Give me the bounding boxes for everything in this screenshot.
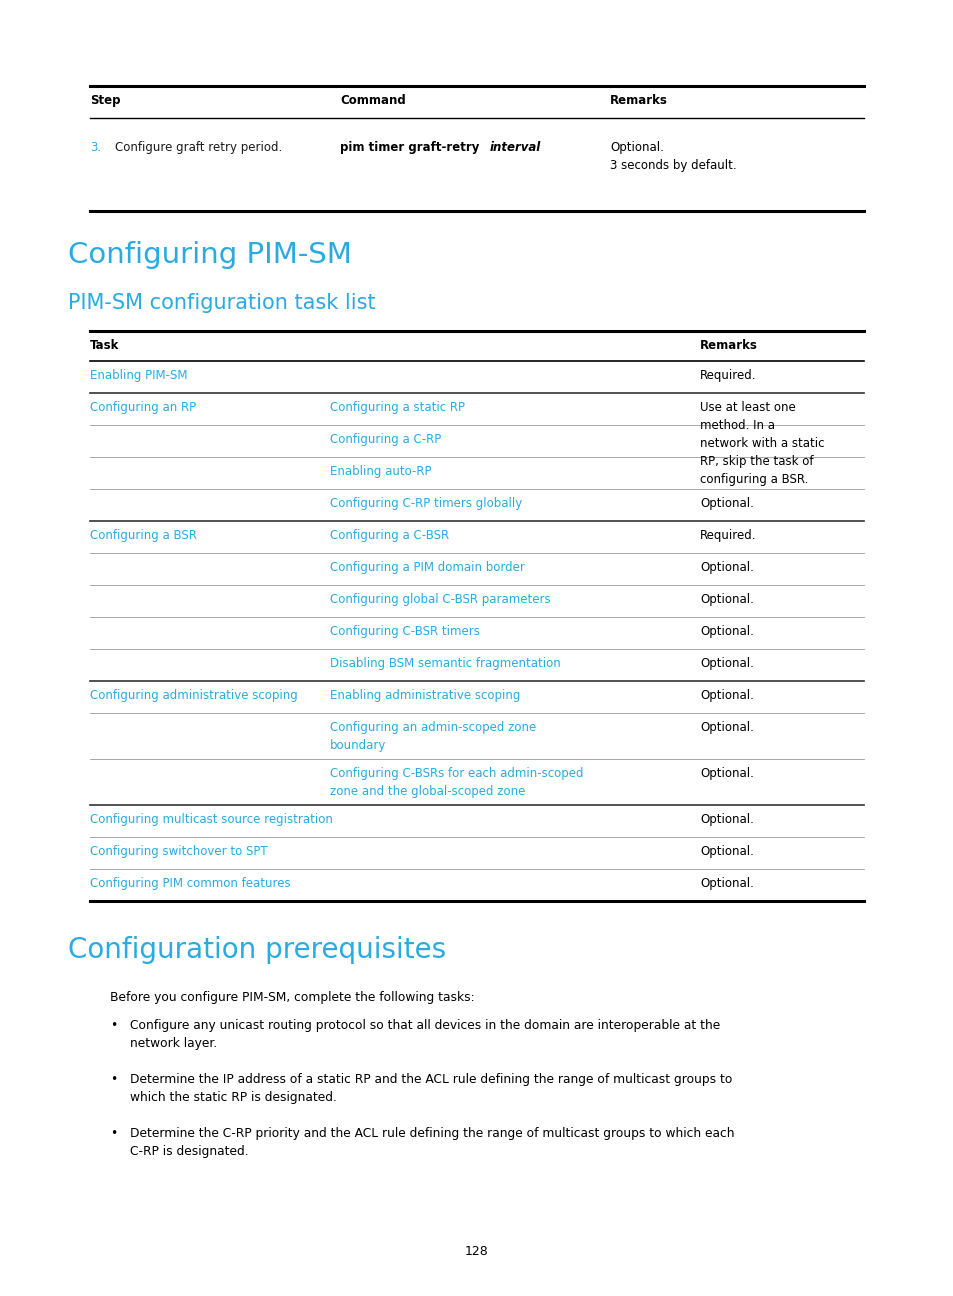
Text: •: • bbox=[110, 1128, 117, 1140]
Text: Configure graft retry period.: Configure graft retry period. bbox=[115, 141, 282, 154]
Text: Configuring global C-BSR parameters: Configuring global C-BSR parameters bbox=[330, 594, 550, 607]
Text: pim timer graft-retry: pim timer graft-retry bbox=[339, 141, 483, 154]
Text: Configure any unicast routing protocol so that all devices in the domain are int: Configure any unicast routing protocol s… bbox=[130, 1019, 720, 1050]
Text: Configuring a BSR: Configuring a BSR bbox=[90, 529, 196, 542]
Text: Configuring a C-BSR: Configuring a C-BSR bbox=[330, 529, 449, 542]
Text: Step: Step bbox=[90, 95, 120, 108]
Text: 3 seconds by default.: 3 seconds by default. bbox=[609, 159, 736, 172]
Text: Configuring C-RP timers globally: Configuring C-RP timers globally bbox=[330, 496, 521, 511]
Text: Required.: Required. bbox=[700, 369, 756, 382]
Text: Optional.: Optional. bbox=[700, 689, 753, 702]
Text: Optional.: Optional. bbox=[609, 141, 663, 154]
Text: Determine the C-RP priority and the ACL rule defining the range of multicast gro: Determine the C-RP priority and the ACL … bbox=[130, 1128, 734, 1159]
Text: Command: Command bbox=[339, 95, 405, 108]
Text: Configuring PIM common features: Configuring PIM common features bbox=[90, 877, 291, 890]
Text: Configuring an RP: Configuring an RP bbox=[90, 400, 196, 413]
Text: Optional.: Optional. bbox=[700, 767, 753, 780]
Text: Optional.: Optional. bbox=[700, 877, 753, 890]
Text: Configuring an admin-scoped zone
boundary: Configuring an admin-scoped zone boundar… bbox=[330, 721, 536, 752]
Text: •: • bbox=[110, 1073, 117, 1086]
Text: Required.: Required. bbox=[700, 529, 756, 542]
Text: Optional.: Optional. bbox=[700, 496, 753, 511]
Text: Optional.: Optional. bbox=[700, 594, 753, 607]
Text: interval: interval bbox=[490, 141, 540, 154]
Text: Configuring PIM-SM: Configuring PIM-SM bbox=[68, 241, 352, 270]
Text: Optional.: Optional. bbox=[700, 657, 753, 670]
Text: Remarks: Remarks bbox=[609, 95, 667, 108]
Text: Optional.: Optional. bbox=[700, 845, 753, 858]
Text: PIM-SM configuration task list: PIM-SM configuration task list bbox=[68, 293, 375, 314]
Text: Task: Task bbox=[90, 340, 119, 353]
Text: 3.: 3. bbox=[90, 141, 101, 154]
Text: Disabling BSM semantic fragmentation: Disabling BSM semantic fragmentation bbox=[330, 657, 560, 670]
Text: 128: 128 bbox=[465, 1245, 488, 1258]
Text: Use at least one
method. In a
network with a static
RP, skip the task of
configu: Use at least one method. In a network wi… bbox=[700, 400, 823, 486]
Text: Remarks: Remarks bbox=[700, 340, 757, 353]
Text: Before you configure PIM-SM, complete the following tasks:: Before you configure PIM-SM, complete th… bbox=[110, 991, 475, 1004]
Text: Configuring C-BSR timers: Configuring C-BSR timers bbox=[330, 625, 479, 638]
Text: Optional.: Optional. bbox=[700, 625, 753, 638]
Text: Configuration prerequisites: Configuration prerequisites bbox=[68, 936, 446, 964]
Text: Configuring a PIM domain border: Configuring a PIM domain border bbox=[330, 561, 524, 574]
Text: Configuring administrative scoping: Configuring administrative scoping bbox=[90, 689, 297, 702]
Text: Optional.: Optional. bbox=[700, 813, 753, 826]
Text: Enabling auto-RP: Enabling auto-RP bbox=[330, 465, 431, 478]
Text: Enabling administrative scoping: Enabling administrative scoping bbox=[330, 689, 519, 702]
Text: Optional.: Optional. bbox=[700, 561, 753, 574]
Text: Configuring switchover to SPT: Configuring switchover to SPT bbox=[90, 845, 268, 858]
Text: Configuring a static RP: Configuring a static RP bbox=[330, 400, 464, 413]
Text: Determine the IP address of a static RP and the ACL rule defining the range of m: Determine the IP address of a static RP … bbox=[130, 1073, 732, 1104]
Text: Configuring C-BSRs for each admin-scoped
zone and the global-scoped zone: Configuring C-BSRs for each admin-scoped… bbox=[330, 767, 583, 797]
Text: Enabling PIM-SM: Enabling PIM-SM bbox=[90, 369, 188, 382]
Text: Configuring a C-RP: Configuring a C-RP bbox=[330, 433, 441, 446]
Text: Configuring multicast source registration: Configuring multicast source registratio… bbox=[90, 813, 333, 826]
Text: •: • bbox=[110, 1019, 117, 1032]
Text: Optional.: Optional. bbox=[700, 721, 753, 734]
